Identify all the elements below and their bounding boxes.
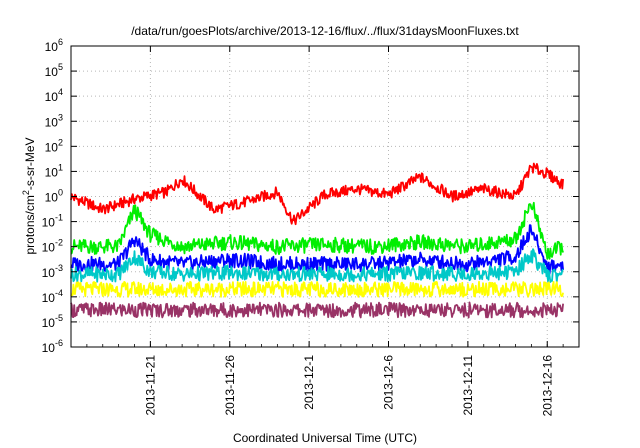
series-layer <box>70 162 564 319</box>
series-line <box>70 280 564 298</box>
series-line <box>70 162 564 226</box>
series-line <box>70 201 564 260</box>
x-tick-label: 2013-11-21 <box>143 355 157 416</box>
x-tick-label: 2013-12-6 <box>382 355 396 410</box>
y-tick-label: 10-4 <box>42 288 63 305</box>
y-tick-label: 100 <box>45 188 63 205</box>
series-line <box>70 301 564 319</box>
x-tick-label: 2013-11-26 <box>223 355 237 416</box>
y-tick-label: 102 <box>45 137 63 154</box>
y-axis-label: protons/cm2-s-sr-MeV <box>21 137 37 254</box>
y-tick-label: 103 <box>45 112 63 129</box>
series-line <box>70 248 564 283</box>
y-tick-label: 105 <box>45 62 63 79</box>
y-tick-label: 104 <box>45 87 63 104</box>
x-axis-label: Coordinated Universal Time (UTC) <box>233 431 417 445</box>
y-tick-label: 106 <box>45 37 63 54</box>
y-tick-label: 101 <box>45 162 63 179</box>
chart-title: /data/run/goesPlots/archive/2013-12-16/f… <box>131 24 519 38</box>
x-tick-label: 2013-12-1 <box>302 355 316 410</box>
x-tick-label: 2013-12-16 <box>540 355 554 417</box>
y-tick-label: 10-6 <box>42 338 63 355</box>
y-tick-label: 10-2 <box>42 238 63 255</box>
y-tick-label: 10-5 <box>42 313 63 330</box>
x-tick-label: 2013-12-11 <box>461 355 475 416</box>
y-tick-label: 10-3 <box>42 263 63 280</box>
axes: 10-6 10-5 10-4 10-3 10-2 10-1 100 101 102 103 104 1… <box>42 37 579 416</box>
y-tick-label: 10-1 <box>42 213 63 230</box>
